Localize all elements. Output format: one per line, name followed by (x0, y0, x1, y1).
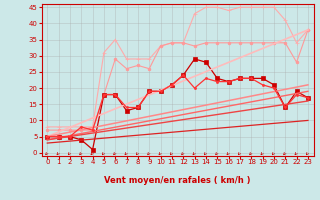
X-axis label: Vent moyen/en rafales ( km/h ): Vent moyen/en rafales ( km/h ) (104, 176, 251, 185)
